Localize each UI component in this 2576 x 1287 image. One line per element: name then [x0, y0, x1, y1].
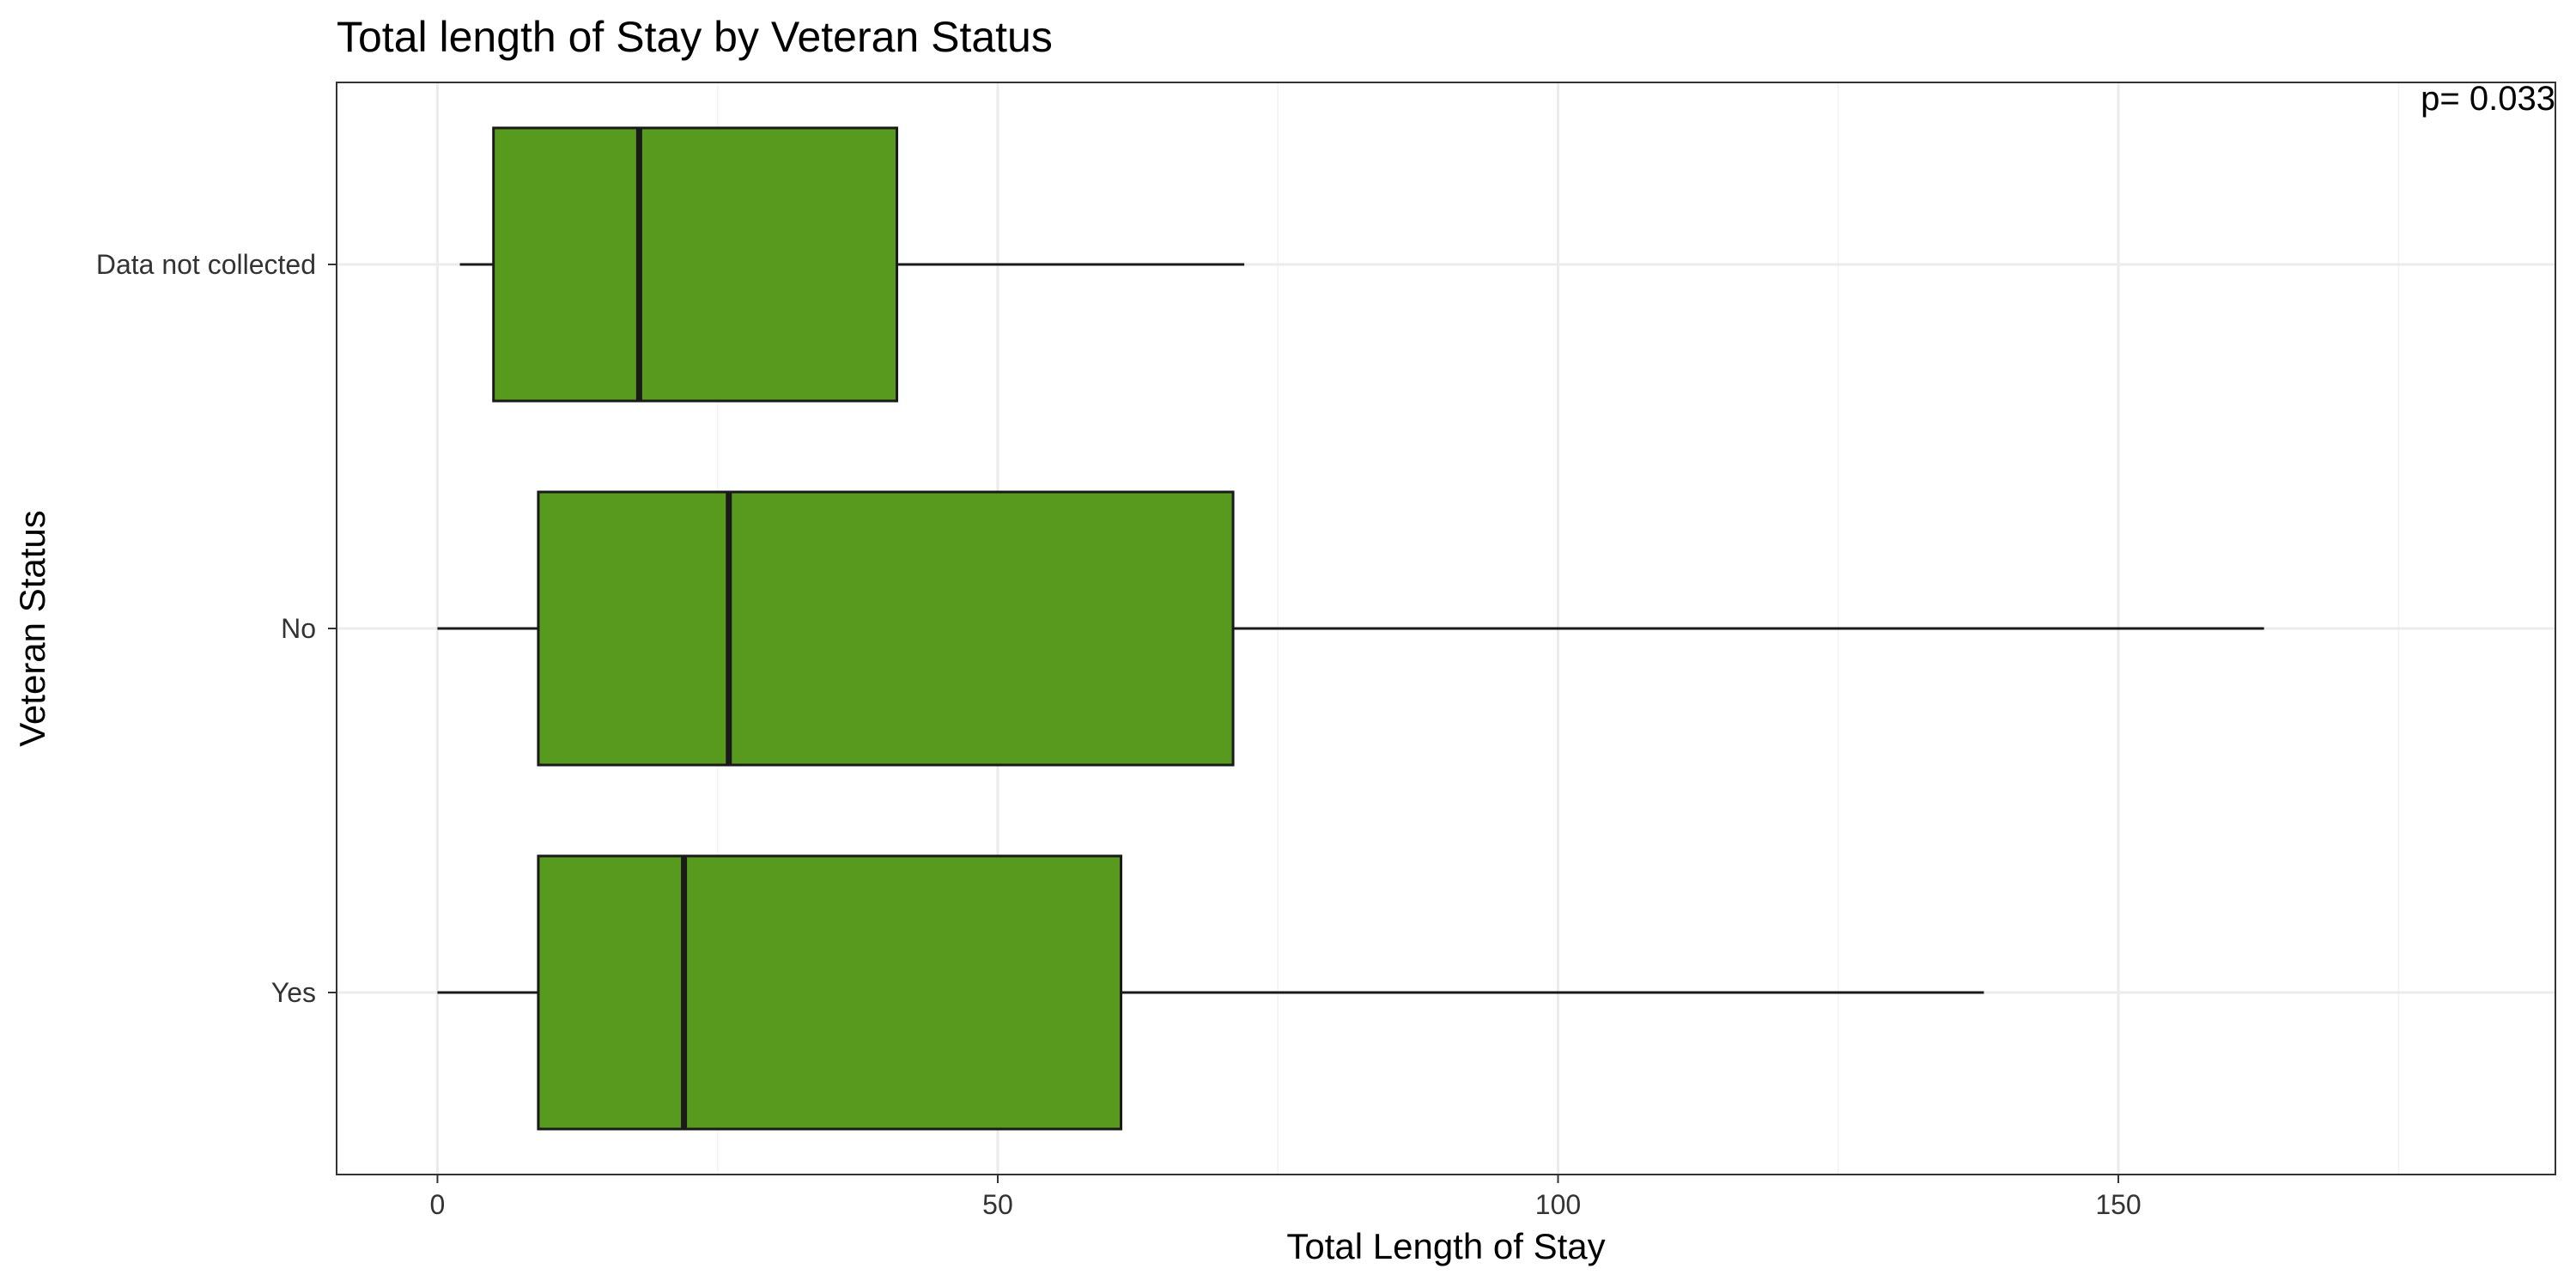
box-iqr [537, 854, 1123, 1131]
box-iqr [492, 126, 899, 403]
boxplot-no [437, 490, 2264, 767]
x-tick-label: 50 [982, 1189, 1013, 1220]
x-axis-title: Total Length of Stay [1286, 1226, 1605, 1266]
box-layer [437, 126, 2264, 1131]
y-tick-label: Yes [271, 977, 316, 1008]
boxplot-yes [437, 854, 1984, 1131]
p-value-annotation: p= 0.033 [2421, 80, 2555, 118]
y-tick-label: Data not collected [96, 249, 316, 280]
chart-title: Total length of Stay by Veteran Status [337, 13, 1053, 61]
x-tick-label: 150 [2095, 1189, 2141, 1220]
boxplot-data-not-collected [459, 126, 1245, 403]
y-axis-title: Veteran Status [12, 510, 52, 747]
x-tick-label: 100 [1535, 1189, 1581, 1220]
x-tick-label: 0 [430, 1189, 446, 1220]
box-iqr [537, 490, 1235, 767]
y-tick-label: No [281, 613, 316, 644]
axis-layer: 0 50 100 150 Data not collected No Yes [96, 249, 2142, 1220]
